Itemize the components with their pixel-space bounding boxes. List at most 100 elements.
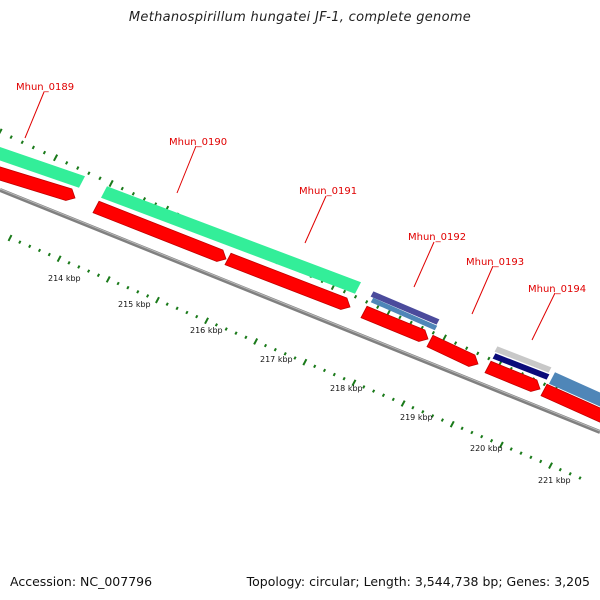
- inner-tick-51: [509, 447, 513, 451]
- kbp-label-220: 220 kbp: [470, 444, 503, 453]
- inner-tick-46: [460, 426, 464, 431]
- inner-tick-14: [146, 294, 150, 298]
- gene-label-mhun-0190[interactable]: Mhun_0190: [169, 137, 227, 148]
- outer-tick-7: [76, 166, 80, 170]
- inner-tick-1: [18, 240, 22, 244]
- inner-tick-52: [519, 451, 523, 455]
- inner-tick-37: [372, 389, 376, 393]
- inner-tick-35: [351, 379, 357, 387]
- genome-backbone: [0, 188, 600, 434]
- outer-tick-32: [353, 294, 358, 299]
- gene-pointer-189: [24, 91, 45, 139]
- gene-pointer-193: [471, 265, 494, 315]
- inner-tick-19: [195, 314, 199, 319]
- outer-tick-8: [87, 171, 91, 176]
- inner-tick-13: [136, 290, 140, 294]
- outer-tick-13: [142, 197, 147, 201]
- feature-mhun-0194-gray: [494, 346, 552, 373]
- gene-label-mhun-0193[interactable]: Mhun_0193: [466, 257, 524, 268]
- inner-tick-27: [273, 347, 277, 352]
- kbp-label-219: 219 kbp: [400, 413, 433, 422]
- outer-tick-39: [431, 330, 435, 335]
- inner-tick-23: [234, 331, 238, 335]
- outer-tick-31: [342, 289, 347, 294]
- kbp-label-221: 221 kbp: [538, 476, 571, 485]
- cds-mhun-0189: [0, 166, 76, 201]
- inner-tick-16: [165, 302, 169, 306]
- inner-tick-17: [175, 306, 179, 311]
- inner-tick-39: [391, 397, 395, 402]
- outer-tick-36: [398, 315, 402, 320]
- inner-tick-9: [96, 273, 101, 278]
- kbp-label-215: 215 kbp: [118, 300, 151, 309]
- feature-mhun-0195-blue: [549, 372, 600, 407]
- inner-tick-8: [87, 269, 91, 273]
- inner-tick-41: [411, 405, 415, 410]
- inner-tick-11: [116, 281, 120, 286]
- gene-label-mhun-0192[interactable]: Mhun_0192: [408, 232, 466, 243]
- inner-tick-5: [56, 255, 62, 263]
- gene-label-mhun-0191[interactable]: Mhun_0191: [299, 186, 357, 197]
- feature-tracks: [0, 146, 600, 434]
- inner-tick-33: [332, 372, 336, 377]
- outer-tick-11: [120, 186, 124, 191]
- inner-tick-30: [302, 358, 308, 366]
- kbp-label-217: 217 kbp: [260, 355, 293, 364]
- feature-mhun-0194-navy: [492, 353, 550, 380]
- inner-tick-50: [498, 441, 504, 449]
- gene-pointer-192: [413, 241, 435, 288]
- outer-tick-6: [65, 161, 69, 165]
- kbp-label-216: 216 kbp: [190, 326, 223, 335]
- inner-tick-12: [126, 285, 130, 290]
- genome-backbone-highlight: [0, 188, 600, 432]
- inner-tick-57: [568, 472, 572, 476]
- outer-tick-37: [409, 320, 413, 325]
- feature-mhun-0189: [0, 146, 85, 188]
- inner-tick-36: [362, 385, 366, 389]
- inner-tick-25: [253, 338, 259, 345]
- outer-tick-2: [20, 140, 24, 145]
- inner-tick-24: [244, 335, 248, 340]
- inner-tick-55: [548, 462, 553, 469]
- outer-tick-9: [98, 176, 102, 181]
- accession-text: Accession: NC_007796: [10, 574, 153, 589]
- inner-tick-2: [28, 244, 32, 249]
- outer-tick-43: [476, 351, 480, 356]
- gene-pointer-191: [304, 195, 327, 244]
- feature-mhun-0192-blue: [370, 297, 438, 331]
- cds-mhun-0193: [426, 334, 479, 367]
- outer-tick-44: [487, 356, 491, 361]
- inner-tick-15: [155, 296, 160, 304]
- outer-tick-5: [53, 154, 59, 162]
- inner-tick-3: [37, 248, 42, 253]
- inner-tick-34: [342, 376, 346, 381]
- outer-tick-3: [31, 145, 35, 150]
- outer-tick-12: [131, 191, 135, 196]
- inner-tick-10: [105, 276, 111, 283]
- inner-tick-22: [224, 327, 228, 331]
- cds-mhun-0195: [540, 383, 600, 423]
- inner-tick-54: [539, 459, 543, 464]
- inner-tick-58: [578, 476, 582, 480]
- gene-pointer-194: [531, 292, 556, 341]
- inner-tick-21: [214, 323, 218, 327]
- inner-tick-6: [67, 261, 71, 265]
- map-title: Methanospirillum hungatei JF-1, complete…: [128, 10, 472, 25]
- inner-tick-43: [431, 414, 435, 418]
- gene-label-mhun-0194[interactable]: Mhun_0194: [528, 284, 586, 295]
- gene-label-mhun-0189[interactable]: Mhun_0189: [16, 82, 74, 93]
- gene-labels: Mhun_0189 Mhun_0190 Mhun_0191 Mhun_0192 Mhun…: [16, 82, 586, 341]
- feature-mhun-0192-purple: [370, 291, 440, 325]
- inner-tick-56: [558, 467, 562, 472]
- inner-tick-44: [440, 418, 444, 422]
- inner-tick-18: [185, 310, 189, 315]
- inner-tick-4: [47, 252, 51, 257]
- inner-tick-42: [421, 410, 425, 414]
- inner-tick-31: [313, 364, 317, 369]
- inner-tick-49: [489, 438, 494, 443]
- kbp-scale-labels: 214 kbp 215 kbp 216 kbp 217 kbp 218 kbp 219 k…: [48, 274, 571, 485]
- inner-tick-28: [283, 352, 287, 356]
- outer-tick-49: [542, 382, 547, 387]
